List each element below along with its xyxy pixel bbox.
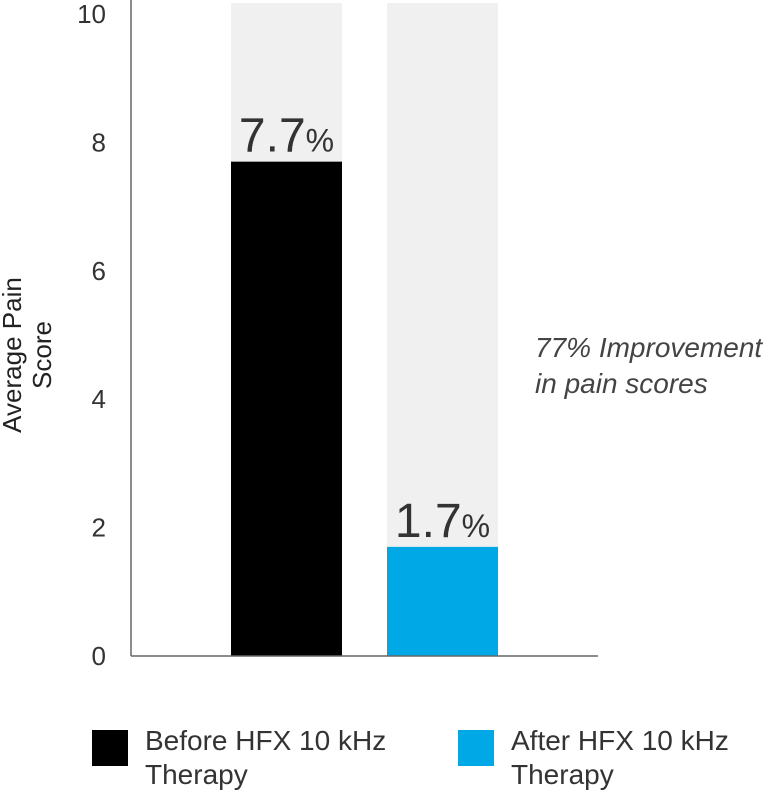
bar-1 [387, 546, 498, 656]
legend-label-before: Before HFX 10 kHz Therapy [145, 725, 387, 790]
y-tick-label-4: 4 [92, 384, 106, 414]
data-label-0: 7.7% [239, 110, 334, 163]
chart-plot: 7.7% 1.7% 0 2 4 6 8 10 [77, 0, 598, 671]
y-tick-label-2: 2 [92, 513, 106, 543]
y-tick-label-0: 0 [92, 641, 106, 671]
legend-item-before: Before HFX 10 kHz Therapy [92, 724, 415, 794]
improvement-annotation: 77% Improvement in pain scores [535, 332, 763, 399]
legend-swatch-before [92, 730, 128, 766]
bar-0 [231, 161, 342, 656]
legend-label-after: After HFX 10 kHz Therapy [511, 725, 729, 790]
y-tick-label-10: 10 [77, 0, 106, 29]
data-label-1: 1.7% [395, 495, 490, 548]
legend-swatch-after [458, 730, 494, 766]
y-tick-label-6: 6 [92, 256, 106, 286]
legend-item-after: After HFX 10 kHz Therapy [458, 724, 777, 794]
y-axis-label: Average Pain Score [0, 277, 57, 433]
y-tick-label-8: 8 [92, 127, 106, 157]
